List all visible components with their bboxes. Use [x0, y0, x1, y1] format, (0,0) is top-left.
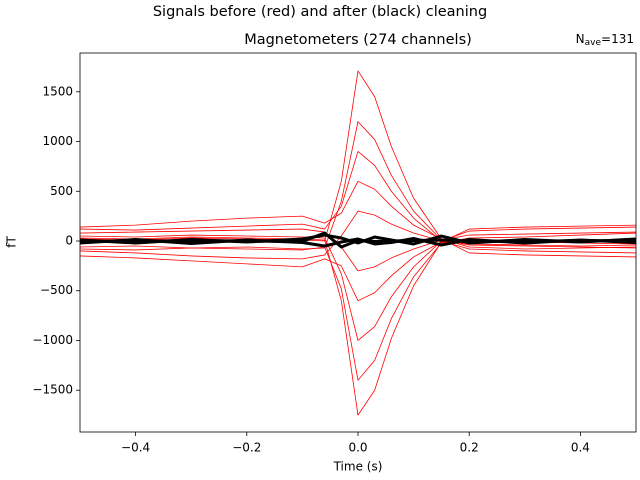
plot-area: [79, 70, 637, 416]
x-tick-label: −0.4: [121, 441, 150, 455]
x-tick-label: 0.4: [571, 441, 590, 455]
signal-line: [79, 232, 637, 381]
x-tick-label: −0.2: [232, 441, 261, 455]
x-axis-label: Time (s): [333, 460, 383, 474]
chart-subtitle: Magnetometers (274 channels): [244, 32, 472, 48]
signal-line: [79, 224, 637, 302]
y-tick-label: −1500: [32, 383, 73, 397]
signal-line: [79, 234, 637, 341]
y-axis-label: fT: [5, 236, 19, 248]
signal-line: [79, 236, 637, 416]
chart-title: Signals before (red) and after (black) c…: [153, 4, 487, 20]
y-tick-label: 0: [65, 234, 73, 248]
x-tick-label: 0.2: [460, 441, 479, 455]
nave-annotation: Nave=131: [576, 32, 634, 48]
signal-line: [79, 228, 637, 272]
nave-rest: =131: [601, 32, 634, 46]
y-tick-label: 1000: [42, 134, 73, 148]
signal-line: [79, 121, 637, 250]
signal-line: [79, 70, 637, 250]
nave-subscript: ave: [585, 38, 602, 48]
y-tick-label: 500: [50, 184, 73, 198]
y-tick-label: −500: [40, 283, 73, 297]
y-tick-label: −1000: [32, 333, 73, 347]
x-tick-label: 0.0: [348, 441, 367, 455]
signal-line: [79, 180, 637, 258]
signal-line: [79, 231, 637, 249]
y-tick-label: 1500: [42, 84, 73, 98]
nave-base: N: [576, 32, 585, 46]
signal-line: [79, 151, 637, 254]
signal-line: [79, 210, 637, 260]
